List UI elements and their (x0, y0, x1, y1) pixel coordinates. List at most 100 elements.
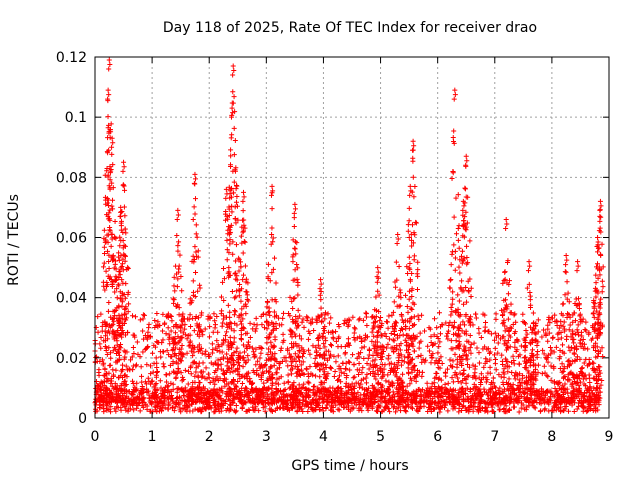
roti-point (505, 369, 511, 375)
roti-point (130, 391, 136, 397)
roti-point (418, 398, 424, 404)
roti-point (294, 323, 300, 329)
roti-point (503, 297, 509, 303)
roti-point (168, 313, 174, 319)
roti-point (420, 356, 426, 362)
roti-point (419, 359, 425, 365)
roti-point (598, 214, 604, 220)
roti-point (290, 277, 296, 283)
roti-point (269, 320, 275, 326)
roti-point (274, 313, 280, 319)
roti-point (552, 312, 558, 318)
roti-point (238, 233, 244, 239)
roti-point (239, 306, 245, 312)
roti-point (460, 404, 466, 410)
roti-point (400, 371, 406, 377)
roti-point (221, 265, 227, 271)
roti-point (375, 269, 381, 275)
roti-point (411, 253, 417, 259)
roti-point (476, 360, 482, 366)
roti-point (125, 309, 131, 315)
roti-point (427, 393, 433, 399)
roti-point (513, 392, 519, 398)
roti-point (236, 313, 242, 319)
roti-point (119, 322, 125, 328)
roti-point (105, 248, 111, 254)
roti-point (385, 356, 391, 362)
roti-point (432, 341, 438, 347)
roti-point (209, 350, 215, 356)
roti-point (449, 301, 455, 307)
roti-point (169, 393, 175, 399)
roti-point (502, 269, 508, 275)
roti-point (463, 186, 469, 192)
roti-point (577, 319, 583, 325)
roti-point (516, 361, 522, 367)
roti-point (597, 225, 603, 231)
roti-point (530, 347, 536, 353)
roti-point (338, 379, 344, 385)
roti-point (153, 372, 159, 378)
roti-point (329, 343, 335, 349)
roti-point (464, 261, 470, 267)
roti-point (272, 296, 278, 302)
roti-point (411, 348, 417, 354)
roti-point (224, 369, 230, 375)
roti-point (112, 289, 118, 295)
roti-point (303, 390, 309, 396)
roti-point (561, 408, 567, 414)
roti-point (192, 171, 198, 177)
roti-point (294, 240, 300, 246)
roti-point (426, 325, 432, 331)
roti-point (556, 356, 562, 362)
roti-point (460, 198, 466, 204)
roti-point (522, 406, 528, 412)
roti-point (292, 364, 298, 370)
roti-point (285, 379, 291, 385)
roti-point (563, 253, 569, 259)
roti-point (559, 400, 565, 406)
roti-point (429, 355, 435, 361)
roti-point (481, 386, 487, 392)
roti-point (170, 381, 176, 387)
roti-point (134, 380, 140, 386)
roti-point (131, 400, 137, 406)
roti-point (398, 290, 404, 296)
roti-point (173, 404, 179, 410)
roti-point (97, 405, 103, 411)
roti-point (215, 329, 221, 335)
roti-point (98, 390, 104, 396)
roti-point (106, 266, 112, 272)
roti-point (122, 354, 128, 360)
roti-point (210, 361, 216, 367)
roti-point (546, 408, 552, 414)
roti-point (362, 387, 367, 393)
roti-point (503, 225, 509, 231)
roti-point (438, 385, 444, 391)
roti-point (120, 229, 126, 235)
roti-point (460, 378, 466, 384)
roti-point (211, 311, 217, 317)
roti-point (551, 403, 557, 409)
roti-point (156, 340, 162, 346)
roti-point (560, 391, 566, 397)
roti-point (259, 346, 265, 352)
roti-point (491, 337, 497, 343)
roti-point (421, 398, 427, 404)
roti-point (403, 332, 409, 338)
roti-point (320, 399, 326, 405)
roti-point (240, 277, 246, 283)
roti-point (318, 297, 324, 303)
roti-point (116, 303, 122, 309)
roti-point (108, 121, 114, 127)
roti-point (530, 310, 536, 316)
roti-point (410, 338, 416, 344)
roti-point (107, 207, 113, 213)
roti-point (492, 330, 498, 336)
roti-point (233, 403, 239, 409)
roti-point (317, 374, 323, 380)
roti-point (600, 353, 606, 359)
roti-point (311, 384, 317, 390)
roti-point (243, 372, 249, 378)
roti-point (560, 369, 566, 375)
